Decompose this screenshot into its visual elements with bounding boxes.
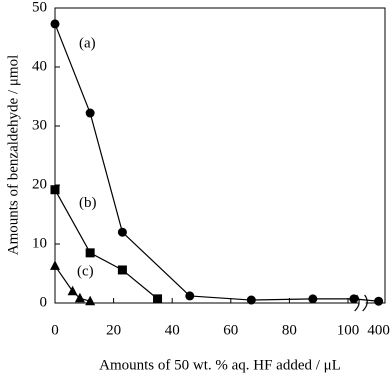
marker	[117, 265, 127, 275]
series-line	[54, 189, 158, 300]
marker	[185, 291, 195, 301]
x-tick-label: 400	[367, 322, 390, 338]
marker	[308, 294, 318, 304]
y-axis-title: Amounts of benzaldehyde / μmol	[5, 55, 21, 256]
x-tick-label: 80	[282, 322, 297, 338]
plot-frame	[54, 7, 386, 304]
marker	[349, 294, 359, 304]
series-label: (c)	[77, 263, 94, 279]
series-label: (a)	[79, 35, 96, 51]
y-tick-label: 40	[32, 58, 47, 74]
marker	[50, 185, 60, 195]
marker	[74, 292, 85, 303]
marker	[374, 296, 384, 306]
marker	[117, 227, 127, 237]
marker	[246, 295, 256, 305]
y-tick-label: 20	[32, 176, 47, 192]
y-tick-label: 30	[32, 117, 47, 133]
y-tick-label: 0	[40, 294, 48, 310]
series-line	[54, 23, 379, 302]
x-tick-label: 60	[223, 322, 238, 338]
series-label: (b)	[79, 195, 97, 211]
x-axis-title: Amounts of 50 wt. % aq. HF added / μL	[99, 357, 341, 373]
marker	[50, 260, 60, 270]
x-tick-label: 100	[337, 322, 360, 338]
marker	[85, 295, 96, 306]
y-tick-label: 10	[32, 235, 47, 251]
x-tick-label: 20	[106, 322, 121, 338]
marker	[50, 19, 60, 29]
marker	[85, 108, 95, 118]
x-tick-label: 40	[165, 322, 180, 338]
x-tick-label: 0	[51, 322, 59, 338]
y-tick-label: 50	[32, 0, 47, 15]
marker	[67, 285, 78, 296]
axis-break-gap	[359, 301, 366, 305]
marker	[85, 248, 95, 258]
axis-break	[362, 294, 368, 312]
marker	[153, 294, 163, 304]
